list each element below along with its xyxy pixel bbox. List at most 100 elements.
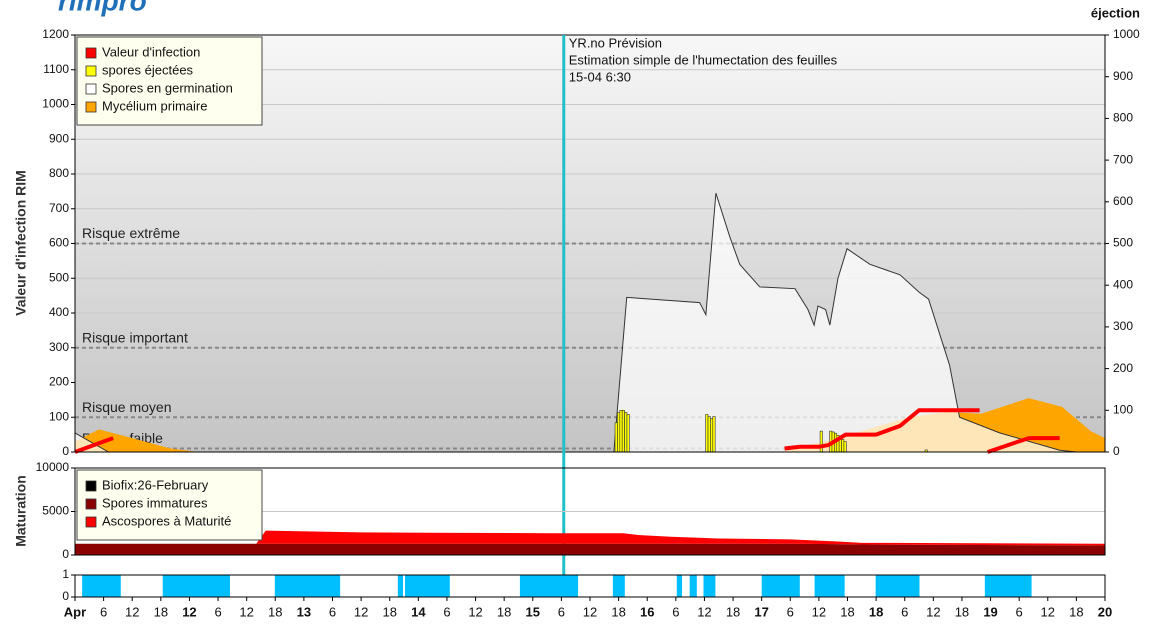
x-tick-label: 12 — [468, 604, 482, 619]
x-tick-label: 16 — [640, 604, 654, 619]
y2-tick-label: 0 — [1113, 444, 1120, 458]
y-tick-label: 1200 — [42, 27, 69, 41]
ejection-bar — [626, 414, 630, 453]
ejection-bar — [707, 416, 711, 453]
x-tick-label: 18 — [382, 604, 396, 619]
wetness-bar — [703, 575, 716, 597]
y-tick-label: 800 — [49, 166, 69, 180]
x-tick-label: 18 — [497, 604, 511, 619]
wetness-bar — [676, 575, 683, 597]
ejection-bar — [841, 439, 845, 453]
x-tick-label: 6 — [901, 604, 908, 619]
plot-layer: 0100200300400500600700800900100011001200… — [36, 27, 1140, 619]
wetness-bar — [984, 575, 1032, 597]
x-tick-label: 18 — [869, 604, 883, 619]
legend-box — [76, 36, 263, 126]
wetness-bar — [519, 575, 579, 597]
x-tick-label: 12 — [583, 604, 597, 619]
y-tick-label: 5000 — [42, 504, 69, 518]
x-tick-label: 18 — [955, 604, 969, 619]
legend-label: Spores en germination — [102, 80, 233, 95]
ejection-bar — [819, 430, 823, 453]
x-tick-label: 6 — [672, 604, 679, 619]
y-tick-label: 600 — [49, 236, 69, 250]
y2-axis-label: éjection — [1091, 5, 1140, 20]
ejection-bar — [624, 412, 628, 453]
y-tick-label: 0 — [62, 589, 69, 603]
forecast-label: 15-04 6:30 — [569, 69, 631, 84]
x-tick-label: 6 — [100, 604, 107, 619]
wetness-bar — [82, 575, 121, 597]
infection-line — [784, 408, 980, 451]
y-tick-label: 1 — [62, 567, 69, 581]
wetness-bar — [162, 575, 230, 597]
x-tick-label: 12 — [1041, 604, 1055, 619]
legend-swatch — [85, 498, 97, 510]
legend-label: Mycélium primaire — [102, 98, 207, 113]
ejection-bar — [712, 416, 716, 453]
y-tick-label: 100 — [49, 409, 69, 423]
x-tick-label: 20 — [1098, 604, 1112, 619]
x-tick-label: 18 — [840, 604, 854, 619]
ejection-bar — [621, 409, 625, 453]
y-axis-label: Valeur d'infection RIM — [13, 170, 29, 316]
ejection-bar — [843, 441, 847, 453]
wetness-bar — [612, 575, 625, 597]
legend-box — [76, 469, 263, 541]
wetness-bar — [689, 575, 697, 597]
risk-label: Risque important — [82, 329, 188, 345]
legend-label: Ascospores à Maturité — [102, 513, 231, 528]
legend-swatch — [85, 83, 97, 95]
y-tick-label: 500 — [49, 270, 69, 284]
y-axis-label: Maturation — [13, 475, 29, 547]
ejection-bar — [619, 409, 623, 453]
y2-tick-label: 400 — [1113, 277, 1133, 291]
x-tick-label: 12 — [239, 604, 253, 619]
legend-label: Spores immatures — [102, 495, 208, 510]
y2-tick-label: 100 — [1113, 402, 1133, 416]
y-tick-label: 300 — [49, 340, 69, 354]
y-tick-label: 0 — [62, 444, 69, 458]
y2-tick-label: 300 — [1113, 319, 1133, 333]
ejection-bar — [617, 412, 621, 453]
y2-tick-label: 900 — [1113, 69, 1133, 83]
x-tick-label: 6 — [558, 604, 565, 619]
logo: rimpro — [58, 0, 147, 16]
ejection-bar — [710, 418, 714, 453]
wetness-bar — [274, 575, 341, 597]
y-tick-label: 400 — [49, 305, 69, 319]
x-tick-label: 18 — [268, 604, 282, 619]
y-tick-label: 10000 — [36, 460, 70, 474]
legend-swatch — [85, 65, 97, 77]
y2-tick-label: 600 — [1113, 194, 1133, 208]
x-tick-label: 12 — [926, 604, 940, 619]
infection-line — [74, 436, 114, 454]
legend-label: spores éjectées — [102, 62, 194, 77]
y2-tick-label: 700 — [1113, 152, 1133, 166]
wetness-bar — [814, 575, 845, 597]
x-tick-label: 12 — [812, 604, 826, 619]
y2-tick-label: 500 — [1113, 236, 1133, 250]
area — [75, 530, 1105, 546]
ejection-bar — [705, 414, 709, 453]
infection-line — [987, 436, 1060, 454]
risk-label: Risque extrême — [82, 225, 180, 241]
plot-frame — [74, 34, 1106, 453]
x-tick-label: 18 — [1069, 604, 1083, 619]
x-tick-label: 18 — [154, 604, 168, 619]
x-tick-label: 18 — [726, 604, 740, 619]
x-tick-label: 12 — [125, 604, 139, 619]
y-tick-label: 900 — [49, 131, 69, 145]
x-tick-label: 6 — [329, 604, 336, 619]
y-tick-label: 0 — [62, 547, 69, 561]
x-tick-label: 18 — [611, 604, 625, 619]
x-tick-label: 14 — [411, 604, 426, 619]
y-tick-label: 700 — [49, 201, 69, 215]
x-tick-label: 6 — [1016, 604, 1023, 619]
x-tick-label: 19 — [983, 604, 997, 619]
legend-swatch — [85, 480, 97, 492]
x-tick-label: 13 — [297, 604, 311, 619]
y-tick-label: 1000 — [42, 97, 69, 111]
wetness-bar — [404, 575, 450, 597]
